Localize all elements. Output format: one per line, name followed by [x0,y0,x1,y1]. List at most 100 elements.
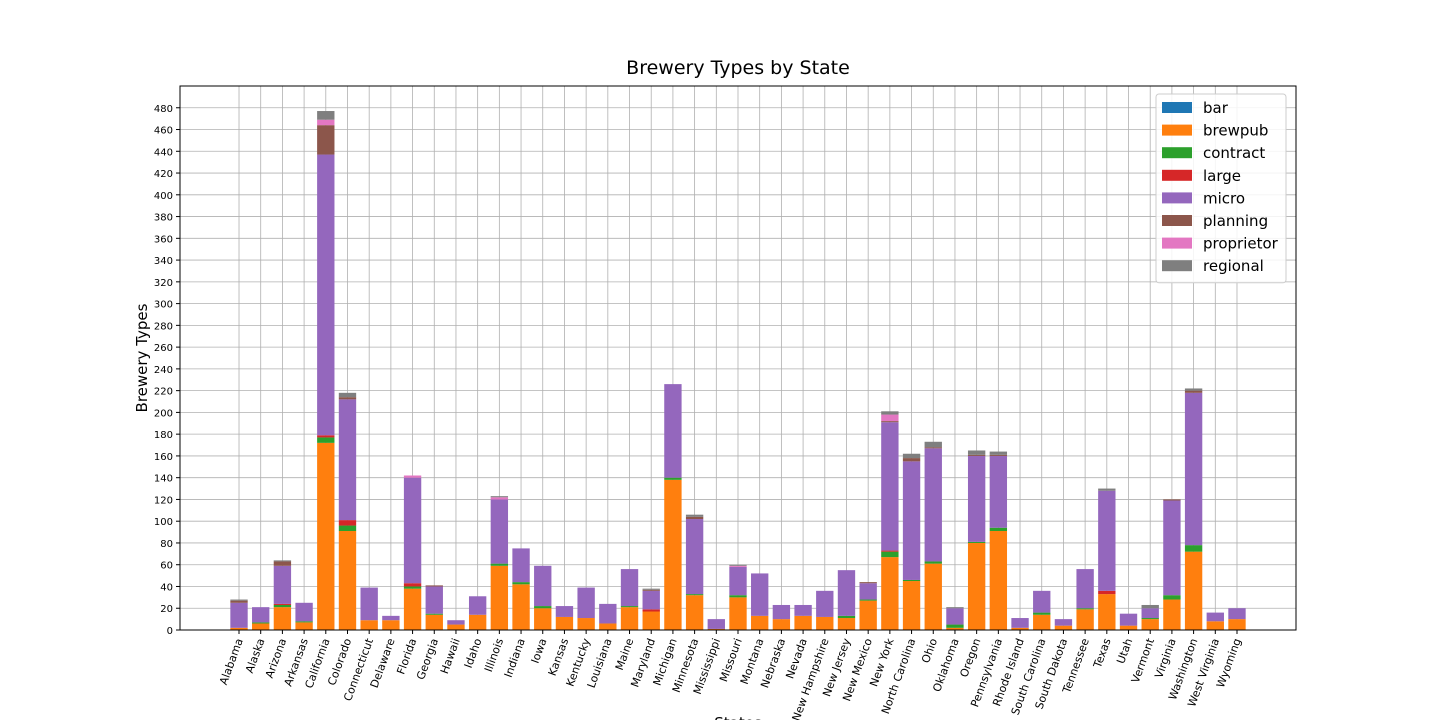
bar-segment [1033,614,1051,630]
y-tick-label: 280 [154,321,173,332]
y-tick-label: 300 [154,300,173,311]
bar-segment [794,604,812,616]
bar-segment [273,607,292,630]
legend-swatch [1162,237,1192,249]
bar-segment [273,603,292,605]
x-axis-label: States [714,714,762,720]
bar-segment [360,587,378,621]
bar-segment [1076,609,1094,630]
bar-segment [1098,488,1116,491]
bar-segment [1033,612,1051,615]
bar-segment [837,615,856,619]
bar-segment [555,616,574,630]
bar-segment [1054,619,1073,626]
y-tick-label: 20 [160,604,173,615]
bar-segment [685,595,704,630]
bar-segment [425,586,443,614]
y-tick-label: 160 [154,452,173,463]
bar-segment [664,384,682,478]
bar-segment [946,607,964,609]
bar-segment [338,392,357,398]
y-tick-label: 180 [154,430,173,441]
legend-label: large [1203,167,1241,185]
bar-segment [1228,608,1246,620]
bar-segment [751,573,769,616]
bar-segment [1076,569,1094,609]
bar-segment [382,615,400,621]
bar-segment [382,620,400,630]
legend-swatch [1162,169,1192,181]
bar-segment [989,527,1008,531]
bar-segment [1228,619,1246,630]
bar-segment [989,451,1008,455]
bar-segment [902,581,921,630]
bar-segment [924,563,942,630]
bar-segment [1141,608,1159,619]
bar-segment [924,447,942,449]
bar-segment [425,614,443,630]
bar-segment [967,542,986,630]
bar-segment [534,565,552,607]
bar-segment [1033,590,1051,613]
bar-segment [772,604,791,620]
bar-segment [729,566,747,596]
bar-segment [729,597,747,630]
y-tick-label: 260 [154,343,173,354]
bar-segment [729,564,747,566]
chart-title: Brewery Types by State [626,57,850,79]
y-tick-label: 340 [154,256,173,267]
bar-segment [490,497,509,500]
bar-segment [512,548,530,583]
y-tick-label: 60 [160,561,173,572]
bar-segment [1011,627,1029,630]
y-tick-label: 220 [154,387,173,398]
y-tick-label: 140 [154,474,173,485]
bar-segment [273,560,292,562]
bar-segment [338,397,357,400]
bar-segment [425,613,443,615]
bar-segment [924,561,942,564]
bar-segment [252,607,270,623]
bar-segment [816,590,834,617]
bar-segment [1141,618,1159,620]
bar-segment [490,499,509,564]
bar-segment [447,624,465,630]
bar-segment [729,565,747,567]
bar-segment [1184,390,1203,393]
bar-segment [881,557,899,630]
bar-segment [1098,590,1116,595]
bar-segment [729,595,747,598]
bar-segment [685,516,704,520]
bar-segment [881,421,899,423]
y-tick-label: 360 [154,234,173,245]
bar-segment [1098,490,1116,591]
bar-segment [403,583,422,587]
legend-swatch [1162,260,1192,272]
bar-segment [946,608,964,625]
bar-segment [1184,392,1203,546]
legend-box [1155,93,1287,284]
bar-segment [707,628,725,630]
bar-segment [468,614,487,630]
grid [180,86,1296,631]
bar-segment [1163,500,1181,596]
legend-label: planning [1203,212,1268,230]
bar-segment [295,602,313,622]
bar-segment [902,453,921,459]
bar-segment [273,604,292,608]
bar-segment [317,119,335,126]
bar-segment [859,583,877,600]
bar-segment [490,565,509,630]
bar-segment [642,611,660,630]
bar-segment [555,606,574,617]
bar-segment [685,514,704,517]
legend-swatch [1162,102,1192,113]
bar-segment [989,455,1008,528]
bar-segment [664,479,682,630]
legend-label: regional [1203,257,1264,275]
bar-segment [859,600,877,630]
y-tick-label: 100 [154,517,173,528]
bar-segment [685,519,704,595]
